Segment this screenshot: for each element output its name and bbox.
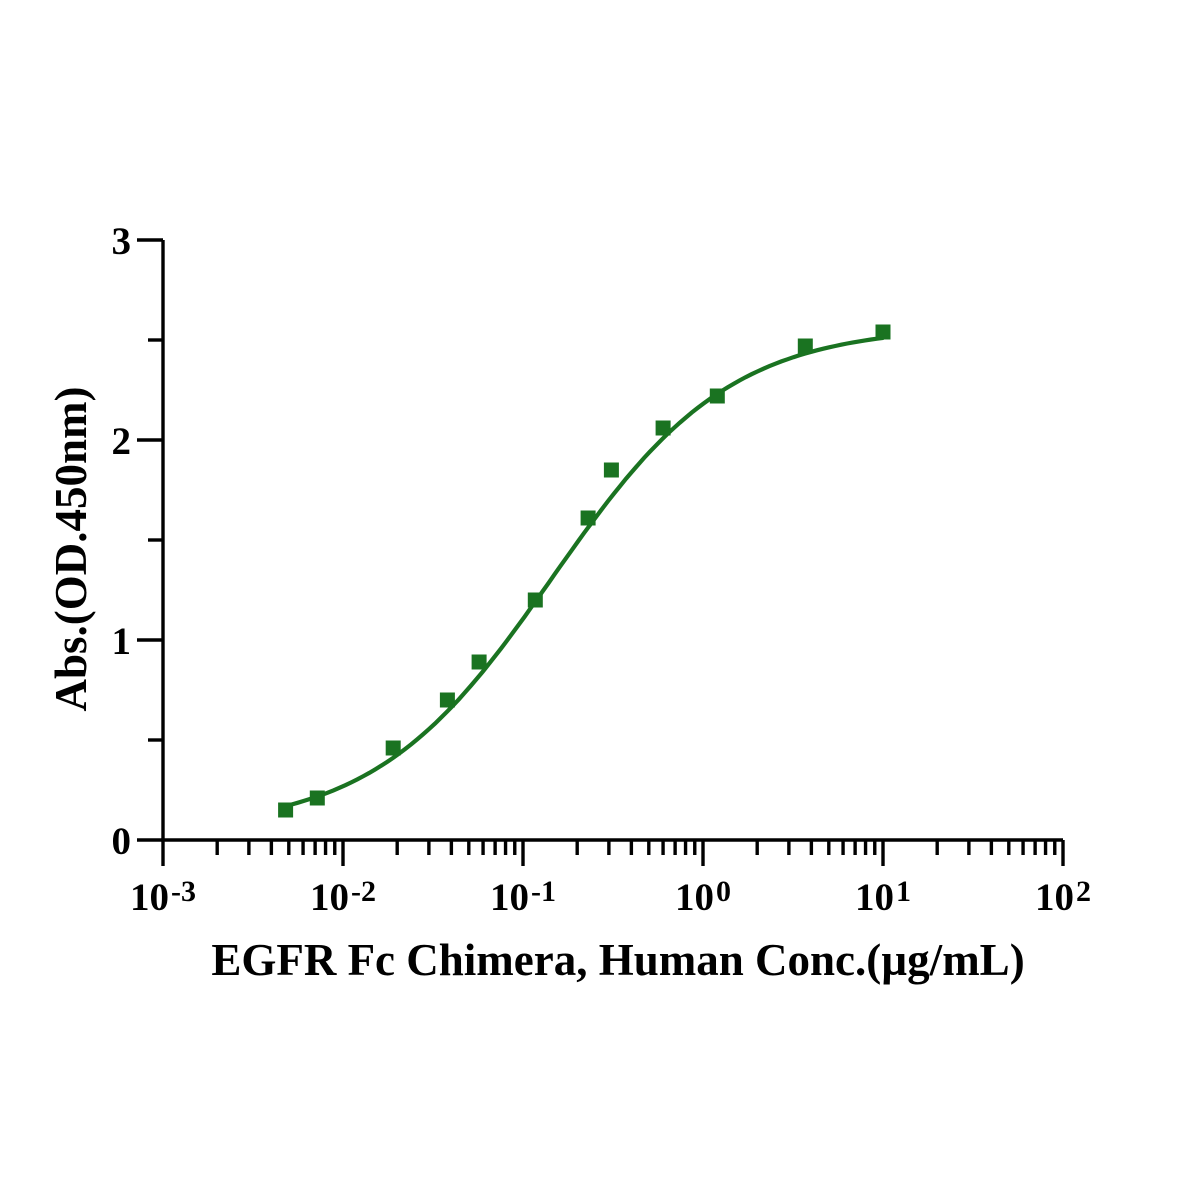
x-tick-exponent: -3 xyxy=(171,875,196,908)
data-point-marker xyxy=(709,388,725,404)
x-tick-label: 10-2 xyxy=(310,875,376,919)
y-tick-label: 0 xyxy=(112,820,132,863)
x-tick-label: 102 xyxy=(1035,875,1091,919)
x-tick-exponent: -1 xyxy=(531,875,556,908)
x-tick-labels: 10-3 10-2 10-1 100 101 102 xyxy=(130,875,1091,919)
data-point-markers xyxy=(278,324,891,818)
axes xyxy=(137,238,1065,866)
data-point-marker xyxy=(603,462,619,478)
data-point-marker xyxy=(875,324,891,340)
x-tick-base: 10 xyxy=(130,876,169,919)
x-tick-base: 10 xyxy=(855,876,894,919)
data-point-marker xyxy=(797,338,813,354)
x-tick-label: 10-1 xyxy=(490,875,556,919)
y-tick-label: 3 xyxy=(112,220,132,263)
y-tick-label: 1 xyxy=(112,620,132,663)
data-point-marker xyxy=(471,654,487,670)
x-tick-base: 10 xyxy=(310,876,349,919)
x-tick-exponent: 0 xyxy=(716,875,731,908)
data-point-marker xyxy=(278,802,294,818)
data-point-marker xyxy=(439,692,455,708)
x-tick-exponent: 2 xyxy=(1076,875,1091,908)
fit-curve xyxy=(283,335,886,809)
data-point-marker xyxy=(527,592,543,608)
x-tick-exponent: -2 xyxy=(351,875,376,908)
data-point-marker xyxy=(309,790,325,806)
y-tick-label: 2 xyxy=(112,420,132,463)
x-tick-base: 10 xyxy=(490,876,529,919)
y-tick-labels: 0 1 2 3 xyxy=(112,220,132,863)
data-point-marker xyxy=(655,420,671,436)
x-tick-label: 100 xyxy=(675,875,731,919)
x-tick-label: 101 xyxy=(855,875,911,919)
x-tick-exponent: 1 xyxy=(896,875,911,908)
y-axis-title: Abs.(OD.450nm) xyxy=(46,386,96,711)
x-tick-base: 10 xyxy=(1035,876,1074,919)
x-tick-label: 10-3 xyxy=(130,875,196,919)
x-tick-base: 10 xyxy=(675,876,714,919)
data-point-marker xyxy=(580,510,596,526)
x-axis-title: EGFR Fc Chimera, Human Conc.(µg/mL) xyxy=(211,935,1024,985)
data-point-marker xyxy=(385,740,401,756)
